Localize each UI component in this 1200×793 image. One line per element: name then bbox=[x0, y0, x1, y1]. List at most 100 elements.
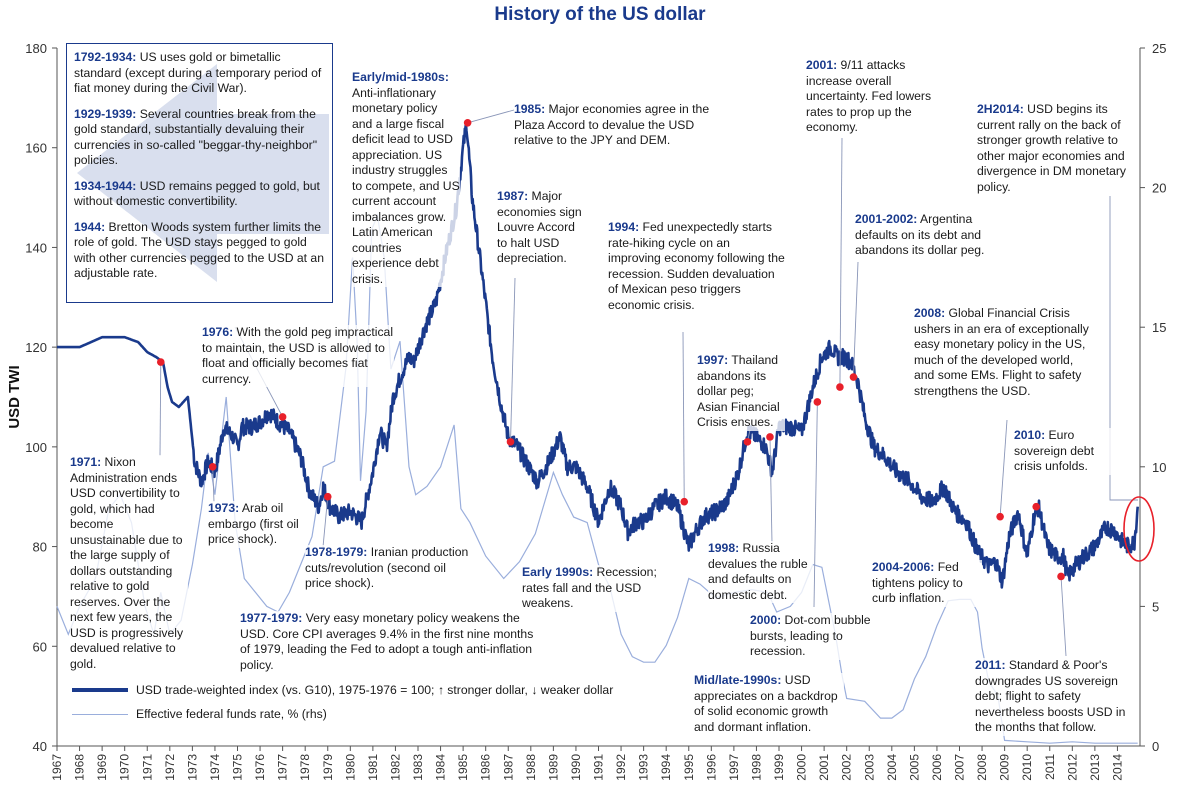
history-item: 1792-1934: US uses gold or bimetallic st… bbox=[74, 50, 322, 95]
x-tick-label: 1967 bbox=[50, 754, 64, 781]
annotation-2000: 2000: Dot-com bubble bursts, leading to … bbox=[750, 613, 880, 660]
annotation-1998: 1998: Russia devalues the ruble and defa… bbox=[708, 541, 813, 603]
x-tick-label: 2000 bbox=[795, 754, 809, 781]
y2-tick-label: 0 bbox=[1152, 739, 1159, 754]
leader-line bbox=[853, 261, 859, 378]
annotation-early-1990s: Early 1990s: Recession; rates fall and t… bbox=[522, 565, 662, 612]
y2-tick-label: 10 bbox=[1152, 460, 1166, 475]
leader-line bbox=[159, 362, 162, 457]
axes-layer: 40 60 80 100 120 140 160 180 0 5 10 15 20 25 1967 1968 1… bbox=[6, 41, 1166, 781]
annotation-1976: 1976: With the gold peg impractical to m… bbox=[202, 325, 394, 387]
x-tick-label: 2009 bbox=[998, 754, 1012, 781]
annotation-1987: 1987: Major economies sign Louvre Accord… bbox=[497, 189, 587, 267]
annotation-1973: 1973: Arab oil embargo (first oil price … bbox=[208, 501, 303, 548]
x-tick-label: 2002 bbox=[840, 754, 854, 781]
y-tick-label: 180 bbox=[25, 41, 47, 56]
x-tick-label: 1995 bbox=[682, 754, 696, 781]
annotation-mid-1990s: Mid/late-1990s: USD appreciates on a bac… bbox=[694, 673, 844, 735]
x-tick-label: 2003 bbox=[862, 754, 876, 781]
x-tick-label: 1990 bbox=[569, 754, 583, 781]
event-marker bbox=[278, 413, 287, 421]
x-tick-label: 2007 bbox=[953, 754, 967, 781]
leader-line bbox=[322, 496, 329, 548]
x-tick-label: 2010 bbox=[1020, 754, 1034, 781]
x-tick-label: 1986 bbox=[479, 754, 493, 781]
x-tick-label: 2005 bbox=[907, 754, 921, 781]
event-marker bbox=[849, 373, 858, 381]
event-marker bbox=[506, 438, 515, 446]
x-tick-label: 1983 bbox=[411, 754, 425, 781]
event-marker bbox=[996, 512, 1004, 521]
annotation-2001: 2001: 9/11 attacks increase overall unce… bbox=[806, 58, 946, 136]
x-tick-label: 1979 bbox=[321, 754, 335, 781]
x-tick-label: 1969 bbox=[95, 754, 109, 781]
annotation-early-1980s: Early/mid-1980s: Anti-inflationary monet… bbox=[352, 70, 460, 287]
history-box: 1792-1934: US uses gold or bimetallic st… bbox=[66, 43, 333, 303]
legend-ffr-swatch bbox=[72, 713, 128, 715]
annotation-2010: 2010: Euro sovereign debt crisis unfolds… bbox=[1014, 428, 1112, 475]
annotation-1997: 1997: Thailand abandons its dollar peg; … bbox=[697, 353, 785, 431]
x-tick-label: 1988 bbox=[524, 754, 538, 781]
y2-tick-label: 25 bbox=[1152, 41, 1166, 56]
x-tick-label: 1972 bbox=[163, 754, 177, 781]
x-tick-label: 1992 bbox=[614, 754, 628, 781]
x-tick-label: 2004 bbox=[885, 754, 899, 781]
fed-funds-line bbox=[56, 213, 1138, 744]
x-tick-label: 1999 bbox=[772, 754, 786, 781]
x-tick-label: 1971 bbox=[140, 754, 154, 781]
x-tick-label: 1980 bbox=[343, 754, 357, 781]
annotation-2008: 2008: Global Financial Crisis ushers in … bbox=[914, 306, 1094, 399]
x-tick-label: 2006 bbox=[930, 754, 944, 781]
legend-usd-label: USD trade-weighted index (vs. G10), 1975… bbox=[136, 683, 614, 697]
leader-line bbox=[682, 331, 685, 502]
event-marker bbox=[813, 398, 822, 406]
leader-line bbox=[1060, 576, 1067, 657]
annotation-2011: 2011: Standard & Poor's downgrades US so… bbox=[975, 658, 1135, 736]
annotation-2001-2002: 2001-2002: Argentina defaults on its deb… bbox=[855, 212, 1003, 259]
x-tick-label: 1968 bbox=[73, 754, 87, 781]
event-marker bbox=[463, 118, 472, 127]
history-item: 1934-1944: USD remains pegged to gold, b… bbox=[74, 178, 320, 209]
y2-tick-label: 20 bbox=[1152, 181, 1166, 196]
y2-tick-label: 15 bbox=[1152, 320, 1166, 335]
legend-usd: USD trade-weighted index (vs. G10), 1975… bbox=[72, 683, 613, 697]
annotation-2h2014: 2H2014: USD begins its current rally on … bbox=[977, 102, 1139, 195]
annotation-1994: 1994: Fed unexpectedly starts rate-hikin… bbox=[608, 220, 786, 313]
fed-funds-series bbox=[56, 213, 1138, 744]
history-arrow-icon bbox=[77, 64, 329, 282]
y-tick-label: 100 bbox=[25, 440, 47, 455]
history-item: 1929-1939: Several countries break from … bbox=[74, 106, 318, 168]
annotation-2004-2006: 2004-2006: Fed tightens policy to curb i… bbox=[872, 560, 982, 607]
event-marker bbox=[208, 463, 217, 471]
x-tick-label: 1976 bbox=[253, 754, 267, 781]
event-marker bbox=[156, 358, 165, 366]
x-tick-label: 1984 bbox=[434, 754, 448, 781]
x-tick-label: 2011 bbox=[1043, 754, 1057, 780]
highlight-2014-ellipse bbox=[1123, 496, 1155, 562]
y2-tick-label: 5 bbox=[1152, 599, 1159, 614]
event-marker bbox=[1032, 502, 1041, 511]
x-tick-label: 1996 bbox=[704, 754, 718, 781]
x-tick-label: 1993 bbox=[637, 754, 651, 781]
leader-line bbox=[510, 277, 516, 442]
x-tick-label: 2012 bbox=[1065, 754, 1079, 781]
history-item: 1944: Bretton Woods system further limit… bbox=[74, 219, 324, 281]
legend-ffr: Effective federal funds rate, % (rhs) bbox=[72, 707, 327, 721]
usd-twi-line bbox=[56, 122, 1139, 589]
leader-line bbox=[212, 466, 215, 503]
annotation-1985: 1985: Major economies agree in the Plaza… bbox=[514, 102, 732, 149]
event-marker bbox=[323, 492, 332, 501]
y-tick-label: 80 bbox=[33, 540, 47, 555]
x-tick-label: 1975 bbox=[231, 754, 245, 781]
annotation-1978: 1978-1979: Iranian production cuts/revol… bbox=[305, 545, 470, 592]
x-tick-label: 1978 bbox=[298, 754, 312, 781]
event-marker bbox=[836, 383, 844, 391]
x-tick-label: 1982 bbox=[388, 754, 402, 781]
leader-line bbox=[769, 436, 773, 544]
event-marker bbox=[766, 433, 774, 441]
leader-line-2h2014 bbox=[1109, 196, 1138, 501]
leader-line bbox=[999, 419, 1008, 517]
x-tick-label: 2014 bbox=[1110, 754, 1124, 781]
x-tick-label: 1987 bbox=[501, 754, 515, 781]
